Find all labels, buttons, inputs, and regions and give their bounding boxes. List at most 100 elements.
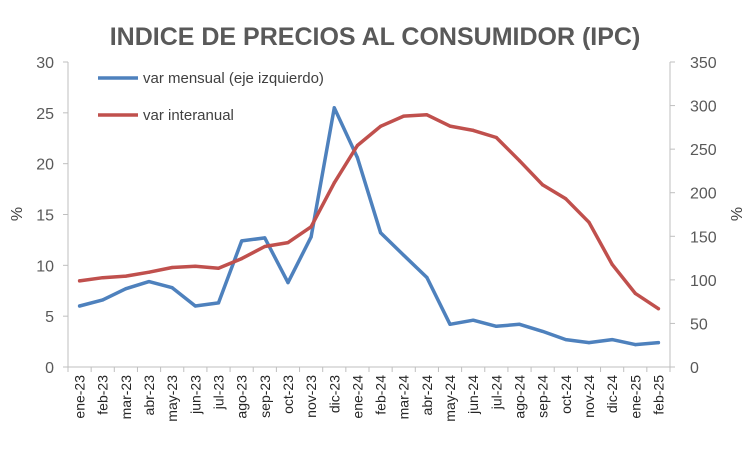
legend-label-interanual: var interanual: [143, 107, 234, 124]
data-point-mensual: [610, 337, 614, 342]
x-tick-label: feb-24: [373, 375, 389, 415]
data-point-mensual: [332, 106, 336, 110]
data-point-mensual: [193, 304, 197, 308]
y-tick-label-right: 100: [690, 273, 717, 290]
x-tick-label: mar-23: [118, 375, 134, 420]
data-point-interanual: [193, 264, 197, 268]
x-tick-label: feb-23: [95, 375, 111, 415]
data-point-mensual: [541, 329, 545, 334]
x-tick-label: mar-24: [396, 375, 412, 420]
data-point-interanual: [494, 135, 498, 140]
y-tick-label-left: 15: [36, 208, 54, 225]
y-tick-label-right: 0: [690, 360, 699, 377]
data-point-interanual: [147, 270, 151, 274]
data-point-mensual: [656, 341, 661, 345]
data-point-interanual: [471, 128, 475, 133]
data-point-mensual: [425, 275, 429, 280]
data-point-mensual: [355, 155, 360, 160]
y-tick-label-left: 10: [36, 258, 54, 275]
data-point-interanual: [216, 266, 221, 270]
data-point-mensual: [170, 286, 174, 290]
x-tick-label: ene-25: [627, 375, 643, 419]
x-tick-label: jun-23: [187, 375, 203, 415]
x-tick-label: feb-25: [650, 375, 666, 415]
x-tick-label: ene-24: [349, 375, 365, 419]
data-point-interanual: [77, 279, 82, 283]
series-line-mensual: [77, 106, 661, 347]
x-tick-label: oct-24: [558, 375, 574, 414]
data-point-interanual: [564, 197, 568, 201]
data-point-mensual: [240, 239, 244, 243]
data-point-interanual: [541, 183, 545, 187]
x-tick-label: may-23: [164, 375, 180, 422]
x-tick-label: abr-24: [419, 375, 435, 416]
data-point-mensual: [263, 236, 267, 240]
data-point-mensual: [378, 231, 383, 235]
y-tick-label-left: 30: [36, 55, 54, 72]
x-tick-label: sep-23: [257, 375, 273, 418]
y-tick-label-right: 50: [690, 316, 708, 333]
y-axis-label-left: %: [9, 207, 26, 221]
data-point-interanual: [124, 274, 128, 278]
data-point-interanual: [240, 256, 244, 261]
x-tick-label: dic-24: [604, 375, 620, 413]
data-point-mensual: [216, 301, 221, 305]
x-tick-label: abr-23: [141, 375, 157, 416]
data-point-interanual: [587, 220, 591, 224]
data-point-interanual: [263, 244, 267, 249]
y-tick-label-left: 5: [45, 309, 54, 326]
data-point-interanual: [517, 159, 522, 163]
x-tick-label: sep-24: [535, 375, 551, 418]
data-point-mensual: [517, 322, 522, 326]
data-point-mensual: [494, 324, 498, 328]
data-point-interanual: [286, 241, 290, 245]
data-point-interanual: [309, 225, 313, 229]
data-point-mensual: [564, 337, 568, 342]
data-point-mensual: [471, 318, 475, 322]
y-tick-label-right: 350: [690, 55, 717, 72]
y-tick-label-right: 150: [690, 229, 717, 246]
data-point-mensual: [402, 253, 406, 257]
data-point-interanual: [355, 143, 360, 148]
data-point-mensual: [147, 280, 151, 284]
data-point-interanual: [610, 262, 614, 266]
data-point-mensual: [77, 304, 82, 308]
x-tick-label: nov-23: [303, 375, 319, 418]
legend: var mensual (eje izquierdo) var interanu…: [98, 70, 324, 124]
y-tick-label-right: 300: [690, 99, 717, 116]
data-point-interanual: [332, 181, 336, 185]
x-tick-label: jul-23: [211, 375, 227, 410]
data-point-interanual: [633, 291, 637, 295]
y-tick-label-left: 20: [36, 157, 54, 174]
x-tick-label: ago-23: [234, 375, 250, 419]
data-point-interanual: [448, 124, 452, 128]
data-point-interanual: [170, 265, 174, 270]
data-point-mensual: [633, 343, 637, 347]
y-tick-label-right: 200: [690, 186, 717, 203]
data-point-mensual: [587, 341, 591, 345]
y-tick-label-left: 25: [36, 106, 54, 123]
x-tick-label: ene-23: [72, 375, 88, 419]
data-point-interanual: [425, 113, 429, 117]
y-tick-label-right: 250: [690, 142, 717, 159]
data-point-interanual: [402, 114, 406, 118]
y-tick-label-left: 0: [45, 360, 54, 377]
x-tick-label: dic-23: [326, 375, 342, 413]
data-point-mensual: [448, 322, 452, 326]
x-tick-label: jul-24: [488, 375, 504, 410]
x-tick-label: jun-24: [465, 375, 481, 415]
data-point-interanual: [378, 124, 383, 128]
data-point-interanual: [656, 307, 661, 311]
x-tick-label: ago-24: [512, 375, 528, 419]
legend-label-mensual: var mensual (eje izquierdo): [143, 70, 324, 87]
y-axis-label-right: %: [729, 207, 746, 221]
x-tick-label: nov-24: [581, 375, 597, 418]
chart-title: INDICE DE PRECIOS AL CONSUMIDOR (IPC): [110, 23, 641, 51]
x-tick-label: may-24: [442, 375, 458, 422]
data-point-mensual: [286, 281, 290, 285]
data-point-interanual: [101, 276, 105, 280]
x-tick-label: oct-23: [280, 375, 296, 414]
